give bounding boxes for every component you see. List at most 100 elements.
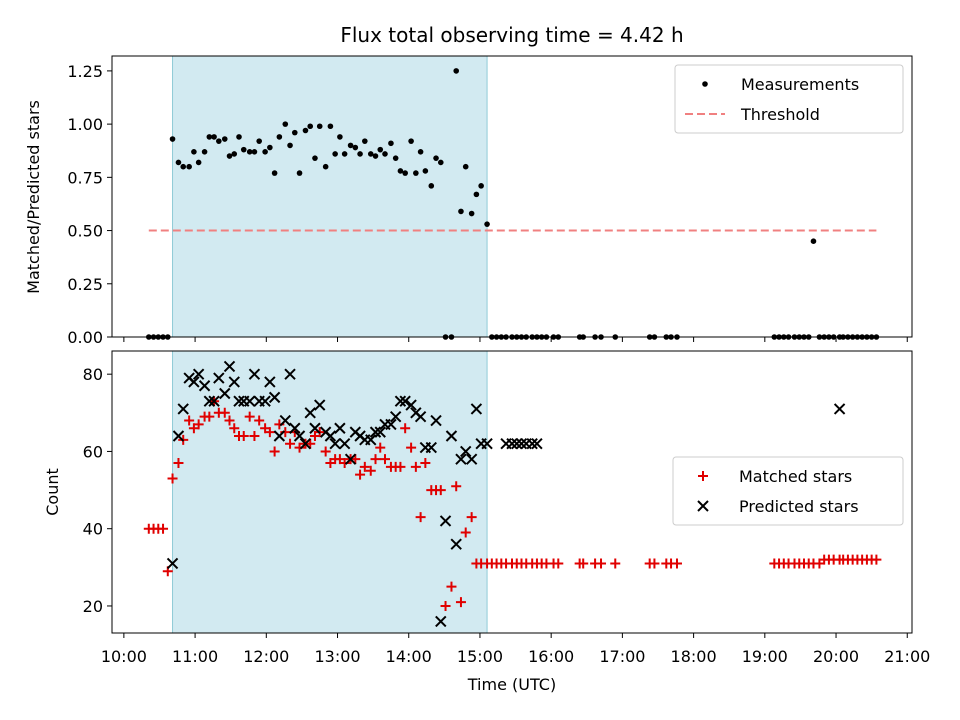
measurement-point	[201, 148, 208, 155]
y-tick-label: 0.00	[67, 328, 103, 347]
y-tick-label: 1.25	[67, 62, 103, 81]
matched-point	[249, 430, 260, 441]
measurement-point	[357, 151, 363, 157]
matched-point	[466, 512, 477, 523]
predicted-point	[219, 387, 231, 400]
measurement-point	[337, 134, 343, 140]
predicted-point	[334, 422, 346, 434]
legend-predicted-label: Predicted stars	[739, 497, 859, 516]
x-axis-label: Time (UTC)	[467, 675, 556, 694]
measurement-point	[191, 148, 197, 155]
measurement-point	[810, 238, 817, 245]
measurement-point	[462, 163, 469, 170]
measurement-point	[397, 168, 404, 174]
measurement-point	[347, 142, 354, 149]
predicted-point	[481, 438, 493, 450]
matched-point	[204, 411, 215, 422]
predicted-point	[248, 368, 261, 380]
measurement-point	[372, 153, 379, 159]
shaded-interval	[172, 350, 488, 634]
measurement-point	[175, 159, 182, 166]
legend-measurements-label: Measurements	[741, 75, 859, 94]
measurement-point	[262, 148, 268, 155]
x-tick-label: 17:00	[599, 647, 645, 666]
predicted-point	[425, 441, 437, 454]
measurement-point	[211, 134, 217, 140]
predicted-point	[399, 395, 411, 407]
predicted-point	[369, 426, 382, 438]
matched-point	[578, 558, 589, 569]
matched-point	[871, 554, 882, 565]
matched-point	[184, 415, 195, 426]
matched-point	[173, 458, 184, 469]
measurement-point	[195, 159, 202, 166]
axes-frame	[111, 55, 913, 338]
top-panel: 0.00 0.25 0.50 0.75 1.00 1.25 Measurements Thre…	[67, 55, 913, 347]
legend-box	[672, 456, 904, 526]
predicted-point	[166, 557, 179, 570]
matched-point	[193, 419, 204, 430]
measurement-point	[322, 163, 329, 170]
matched-point	[264, 427, 275, 438]
x-tick-label: 19:00	[742, 647, 788, 666]
measurement-point	[296, 170, 303, 176]
measurement-point	[307, 123, 314, 130]
predicted-point	[430, 414, 442, 427]
predicted-point	[329, 438, 341, 450]
predicted-point	[465, 453, 478, 465]
predicted-point	[314, 399, 326, 411]
measurement-point	[382, 151, 388, 157]
top-y-axis-label: Matched/Predicted stars	[24, 100, 43, 294]
legend-measurement-marker	[702, 81, 708, 87]
predicted-point	[243, 395, 256, 407]
y-tick-label: 0.50	[67, 222, 103, 241]
predicted-point	[833, 403, 846, 415]
measurement-point	[246, 148, 253, 155]
measurement-point	[282, 121, 289, 127]
predicted-point	[445, 430, 458, 442]
predicted-point	[435, 615, 447, 628]
matched-point	[446, 581, 457, 592]
predicted-point	[531, 438, 543, 450]
matched-point	[400, 423, 411, 434]
measurement-point	[221, 136, 228, 142]
measurement-point	[312, 155, 318, 161]
predicted-point	[389, 410, 402, 423]
matched-point	[440, 600, 451, 611]
matched-point	[671, 558, 682, 569]
measurement-point	[180, 163, 187, 170]
measurement-point	[169, 136, 176, 142]
predicted-point	[264, 376, 276, 388]
bottom-panel: 20 40 60 80 10:00 11:00 12:00 13:00 14:00 15:00 16…	[83, 350, 930, 666]
matched-point	[596, 558, 607, 569]
measurement-point	[484, 221, 490, 227]
measurement-point	[367, 151, 374, 157]
x-tick-label: 18:00	[671, 647, 717, 666]
predicted-point	[233, 395, 245, 407]
measurement-point	[267, 144, 273, 151]
matched-point	[435, 485, 446, 496]
matched-point	[649, 558, 660, 569]
x-tick-label: 14:00	[386, 647, 432, 666]
predicted-point	[394, 395, 407, 407]
predicted-point	[223, 360, 236, 373]
predicted-point	[365, 434, 377, 446]
matched-point	[553, 558, 564, 569]
measurement-point	[428, 183, 435, 189]
measurement-point	[216, 138, 222, 144]
measurement-point	[226, 153, 233, 159]
predicted-point	[405, 399, 417, 411]
chart-title: Flux total observing time = 4.42 h	[340, 23, 683, 47]
predicted-point	[273, 430, 286, 442]
measurement-point	[468, 210, 475, 217]
predicted-point	[213, 372, 225, 384]
predicted-point	[172, 430, 185, 442]
y-tick-label: 80	[83, 365, 103, 384]
measurement-point	[256, 138, 262, 144]
predicted-point	[208, 395, 220, 407]
predicted-point	[299, 438, 312, 450]
legend-matched-label: Matched stars	[739, 467, 852, 486]
matched-point	[406, 442, 417, 453]
measurement-point	[287, 142, 293, 149]
matched-point	[370, 454, 381, 465]
